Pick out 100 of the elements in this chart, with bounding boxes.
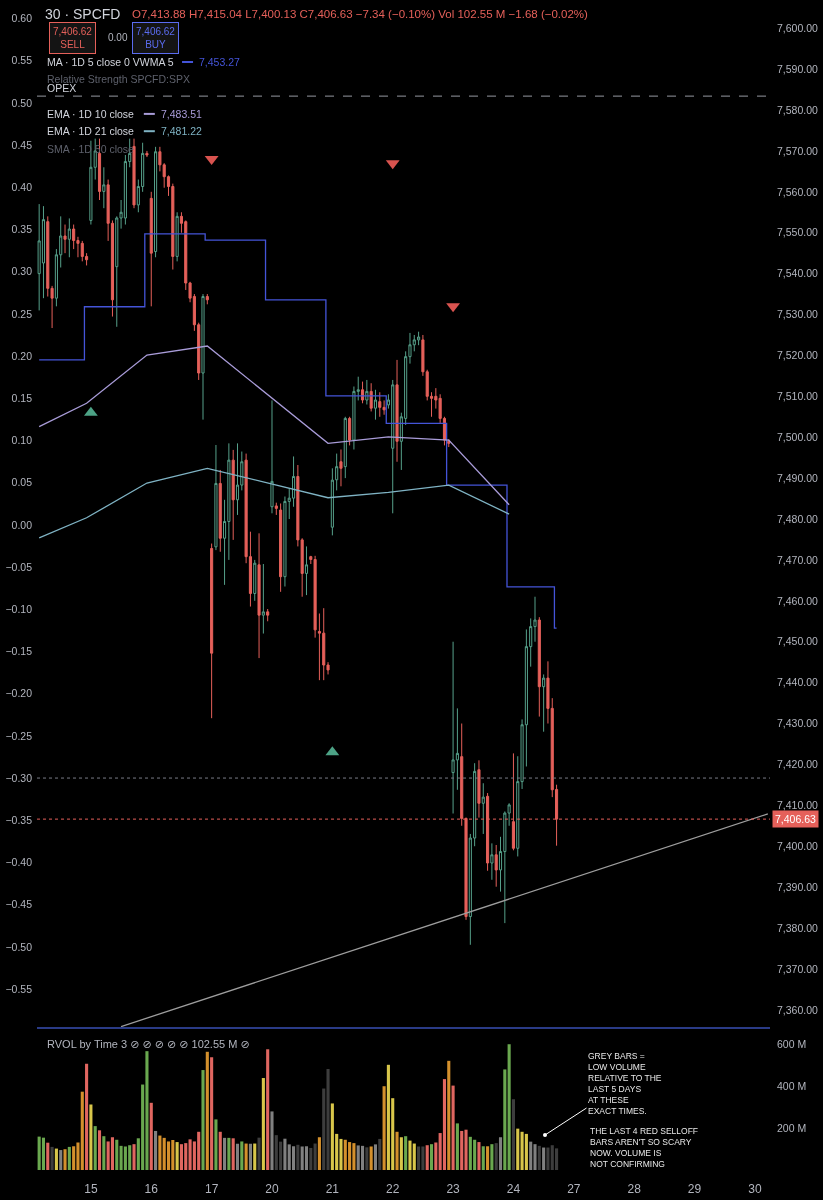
y2-tick-label: −0.40 [5,856,33,869]
bar [287,1144,291,1170]
x-tick-label: 20 [265,1182,279,1196]
bar [404,1136,408,1170]
bar [455,1123,459,1170]
x-tick-label: 23 [446,1182,461,1196]
ref-line-label: OPEX [47,82,77,94]
bar [360,1145,365,1170]
bar [417,1146,421,1170]
candlestick [231,449,235,541]
bar [369,1146,373,1170]
y-tick-label: 7,520.00 [777,349,819,362]
bar [89,1104,93,1170]
bar [395,1131,399,1170]
y-tick-label: 7,550.00 [777,226,819,239]
ref-line-label: 7,406.63 [775,813,817,825]
y-tick-label: 7,480.00 [777,512,819,525]
bar [490,1144,494,1170]
line-series [38,345,510,506]
bar [352,1143,356,1170]
candlestick [63,224,67,254]
bar [244,1143,248,1170]
bar [158,1135,162,1170]
bar [72,1146,76,1170]
candlestick [343,416,347,479]
bar [54,1148,58,1170]
bar [399,1137,403,1170]
bar [97,1130,102,1170]
candlestick [451,641,455,814]
candlestick [542,673,546,733]
y2-tick-label: −0.30 [5,771,33,784]
bar [210,1057,214,1170]
candlestick [391,379,395,514]
bar [356,1145,360,1170]
candlestick [67,217,71,258]
bar [464,1129,468,1170]
x-tick-label: 28 [627,1182,642,1196]
candlestick [253,559,257,602]
y2-tick-label: −0.50 [5,940,33,953]
bar [524,1133,528,1170]
bar [106,1141,110,1170]
bar [123,1146,127,1170]
candlestick [235,442,240,516]
bar [520,1131,524,1170]
bar [296,1144,300,1170]
bar [507,1044,511,1170]
y2-tick-label: −0.10 [5,602,33,615]
candlestick [378,391,382,418]
candlestick [481,782,485,835]
y-tick-label: 7,590.00 [777,62,819,75]
bar [119,1145,123,1170]
y-tick-label: 7,400.00 [777,839,819,852]
bar [205,1051,209,1170]
x-tick-label: 22 [386,1182,400,1196]
y-tick-label: 7,380.00 [777,921,819,934]
candlestick [261,563,265,635]
candlestick [37,203,41,311]
bar [85,1063,89,1170]
y-tick-label: 7,600.00 [777,21,819,34]
bar [128,1145,132,1170]
y2-tick-label: 0.30 [11,265,33,278]
line-series [38,467,510,539]
y2-tick-label: 0.15 [11,391,33,404]
y-tick-label: 7,390.00 [777,880,819,893]
bar [434,1142,438,1170]
bar [166,1141,171,1170]
y-tick-label: 7,370.00 [777,962,819,975]
annotation: GREY BARS = LOW VOLUME RELATIVE TO THE LAST 5 DAYS AT THESE EXACT TIMES. [588,1051,662,1117]
x-tick-label: 21 [325,1182,340,1196]
bar [343,1139,347,1170]
bar [511,1099,515,1170]
candlestick [348,416,352,446]
bar [162,1137,166,1170]
y-tick-label: 7,440.00 [777,676,819,689]
y2-tick-label: −0.45 [5,898,33,911]
candlestick [149,191,153,307]
candlestick [201,293,205,421]
bar [115,1139,119,1170]
bar [188,1139,192,1170]
bar [408,1140,412,1170]
bar [149,1102,153,1170]
x-tick-label: 30 [748,1182,762,1196]
bar [460,1130,464,1170]
bar [546,1147,550,1170]
candlestick [154,146,158,258]
candlestick [210,543,214,719]
y-tick-label: 7,410.00 [777,798,819,811]
x-tick-label: 29 [687,1182,702,1196]
y-tick-label: 7,530.00 [777,308,819,321]
candlestick [447,440,451,448]
x-tick-label: 17 [204,1182,219,1196]
bar [257,1137,261,1170]
candlestick [102,166,106,209]
text: RVOL by Time 3 ⊘ ⊘ ⊘ ⊘ ⊘ 102.55 M ⊘ [47,1038,250,1050]
y-tick-label: 7,540.00 [777,267,819,280]
y2-tick-label: 0.05 [11,476,33,489]
bar [486,1146,490,1170]
legend-label: EMA · 1D 21 close [47,125,135,137]
annotation: 7,483.51 [161,108,203,120]
x-tick-label: 15 [84,1182,98,1196]
